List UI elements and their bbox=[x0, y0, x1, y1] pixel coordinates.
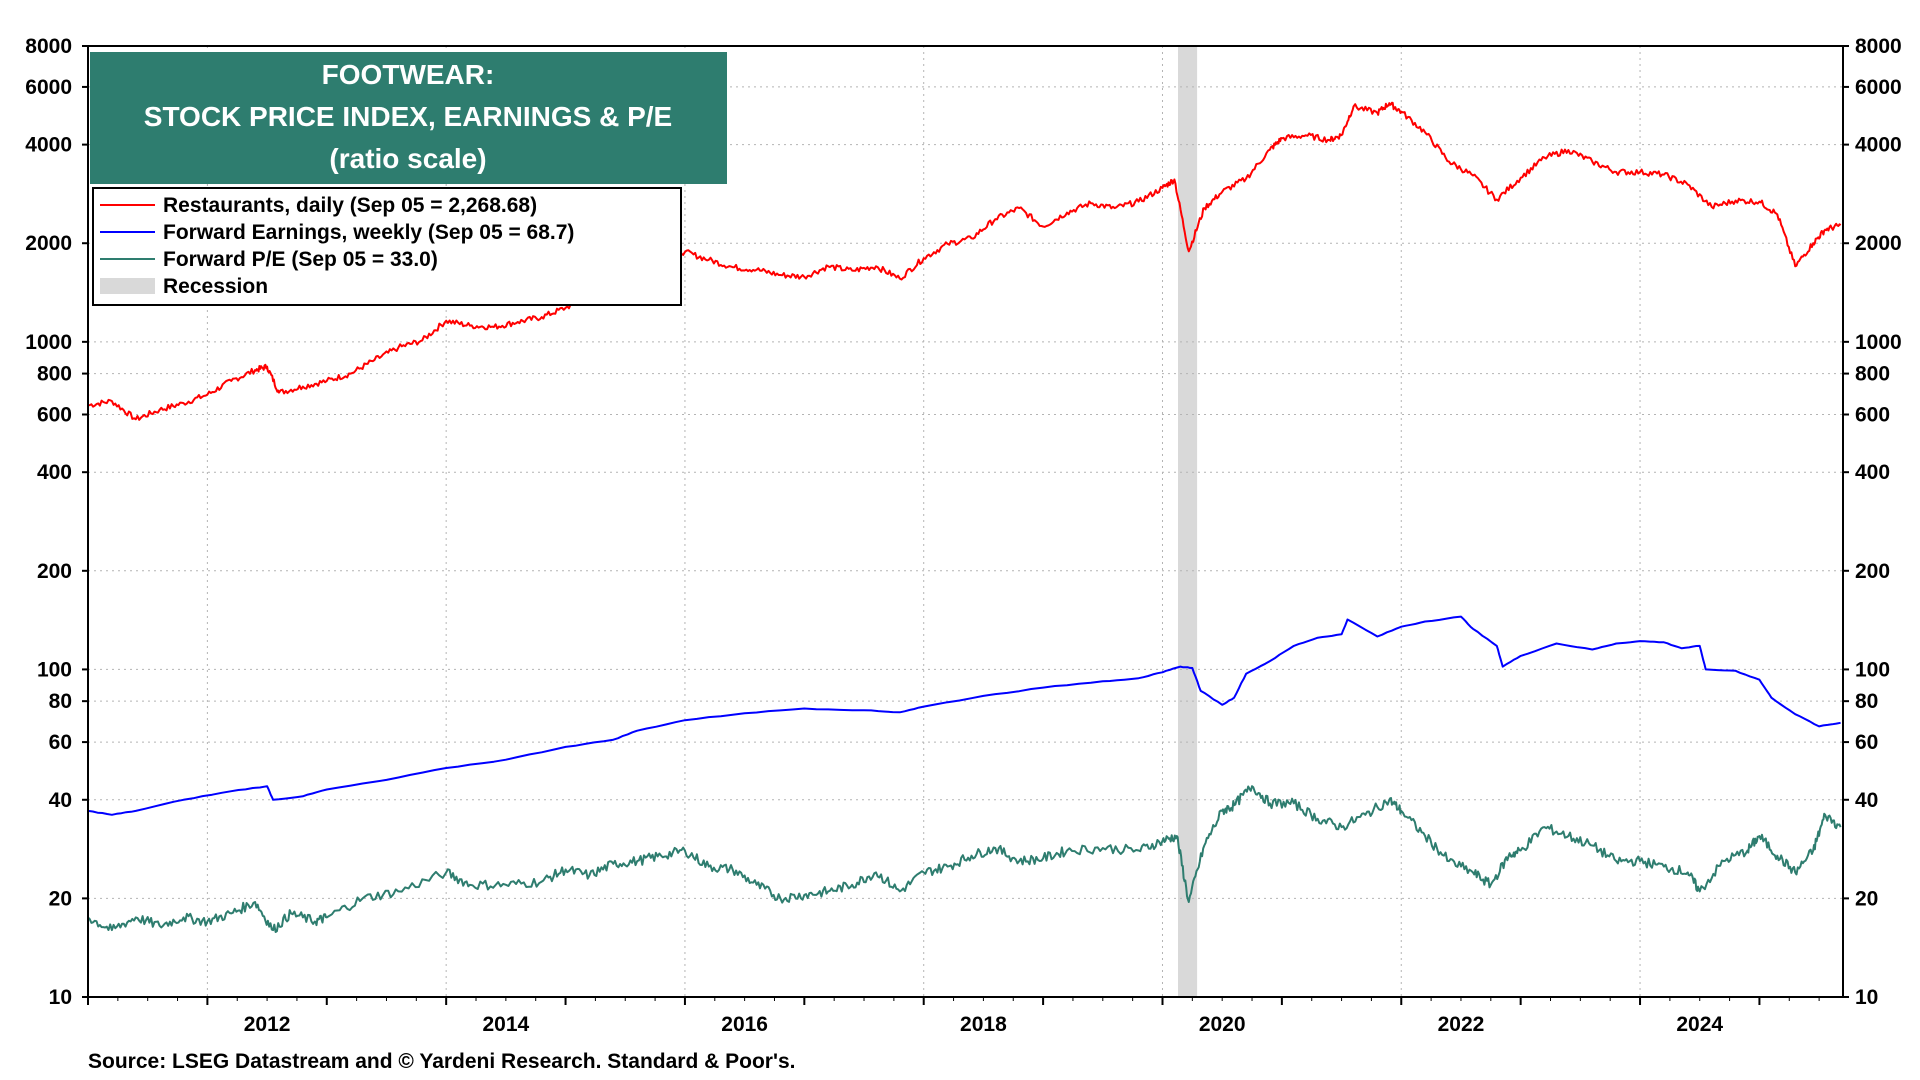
y-tick-label-right: 6000 bbox=[1855, 76, 1902, 99]
y-tick-label-left: 600 bbox=[37, 404, 72, 427]
y-tick-label-left: 8000 bbox=[25, 35, 72, 58]
y-tick-label-right: 10 bbox=[1855, 986, 1878, 1009]
y-tick-label-left: 800 bbox=[37, 363, 72, 386]
y-tick-label-right: 40 bbox=[1855, 789, 1878, 812]
x-tick-label: 2022 bbox=[1438, 1013, 1485, 1036]
x-tick-label: 2014 bbox=[482, 1013, 529, 1036]
y-tick-label-right: 60 bbox=[1855, 731, 1878, 754]
y-tick-label-left: 10 bbox=[49, 986, 72, 1009]
y-tick-label-left: 100 bbox=[37, 658, 72, 681]
y-tick-label-left: 200 bbox=[37, 560, 72, 583]
plot-frame bbox=[87, 45, 1844, 998]
grid-layer bbox=[88, 46, 1843, 997]
series-line-restaurants bbox=[87, 101, 1842, 421]
y-tick-label-right: 8000 bbox=[1855, 35, 1902, 58]
y-tick-label-right: 80 bbox=[1855, 690, 1878, 713]
x-tick-label: 2012 bbox=[244, 1013, 291, 1036]
title-line-1: FOOTWEAR: bbox=[322, 59, 495, 90]
legend-label-earnings: Forward Earnings, weekly (Sep 05 = 68.7) bbox=[163, 221, 574, 244]
series-line-forward-earnings bbox=[87, 615, 1841, 816]
y-tick-label-right: 800 bbox=[1855, 363, 1890, 386]
title-background bbox=[90, 52, 727, 184]
legend: Restaurants, daily (Sep 05 = 2,268.68) F… bbox=[92, 187, 682, 306]
y-tick-label-right: 20 bbox=[1855, 887, 1878, 910]
y-tick-label-left: 2000 bbox=[25, 232, 72, 255]
recession-band bbox=[1178, 46, 1198, 997]
series-layer bbox=[87, 101, 1842, 933]
legend-label-recession: Recession bbox=[163, 275, 268, 298]
y-tick-label-left: 40 bbox=[49, 789, 72, 812]
y-tick-label-right: 200 bbox=[1855, 560, 1890, 583]
legend-swatch-recession bbox=[100, 278, 155, 294]
y-tick-label-right: 1000 bbox=[1855, 331, 1902, 354]
y-tick-label-left: 400 bbox=[37, 461, 72, 484]
y-tick-label-left: 4000 bbox=[25, 134, 72, 157]
title-line-3: (ratio scale) bbox=[329, 143, 486, 174]
legend-box bbox=[92, 187, 682, 306]
y-tick-label-left: 6000 bbox=[25, 76, 72, 99]
x-tick-label: 2018 bbox=[960, 1013, 1007, 1036]
y-tick-label-left: 1000 bbox=[25, 331, 72, 354]
y-tick-label-right: 400 bbox=[1855, 461, 1890, 484]
y-tick-label-left: 60 bbox=[49, 731, 72, 754]
title-line-2: STOCK PRICE INDEX, EARNINGS & P/E bbox=[144, 101, 672, 132]
title-box: FOOTWEAR: STOCK PRICE INDEX, EARNINGS & … bbox=[90, 52, 727, 184]
series-line-forward-pe bbox=[87, 785, 1842, 933]
legend-label-pe: Forward P/E (Sep 05 = 33.0) bbox=[163, 248, 438, 271]
y-tick-label-left: 20 bbox=[49, 887, 72, 910]
y-tick-label-right: 600 bbox=[1855, 404, 1890, 427]
source-note: Source: LSEG Datastream and © Yardeni Re… bbox=[88, 1050, 795, 1073]
x-tick-label: 2020 bbox=[1199, 1013, 1246, 1036]
y-tick-label-right: 4000 bbox=[1855, 134, 1902, 157]
legend-label-restaurants: Restaurants, daily (Sep 05 = 2,268.68) bbox=[163, 194, 537, 217]
y-tick-label-left: 80 bbox=[49, 690, 72, 713]
y-tick-label-right: 2000 bbox=[1855, 232, 1902, 255]
recession-layer bbox=[1178, 46, 1198, 997]
x-tick-label: 2016 bbox=[721, 1013, 768, 1036]
x-tick-label: 2024 bbox=[1676, 1013, 1723, 1036]
y-tick-label-right: 100 bbox=[1855, 658, 1890, 681]
